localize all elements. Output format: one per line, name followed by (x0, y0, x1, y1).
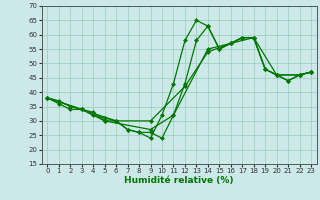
X-axis label: Humidité relative (%): Humidité relative (%) (124, 176, 234, 185)
